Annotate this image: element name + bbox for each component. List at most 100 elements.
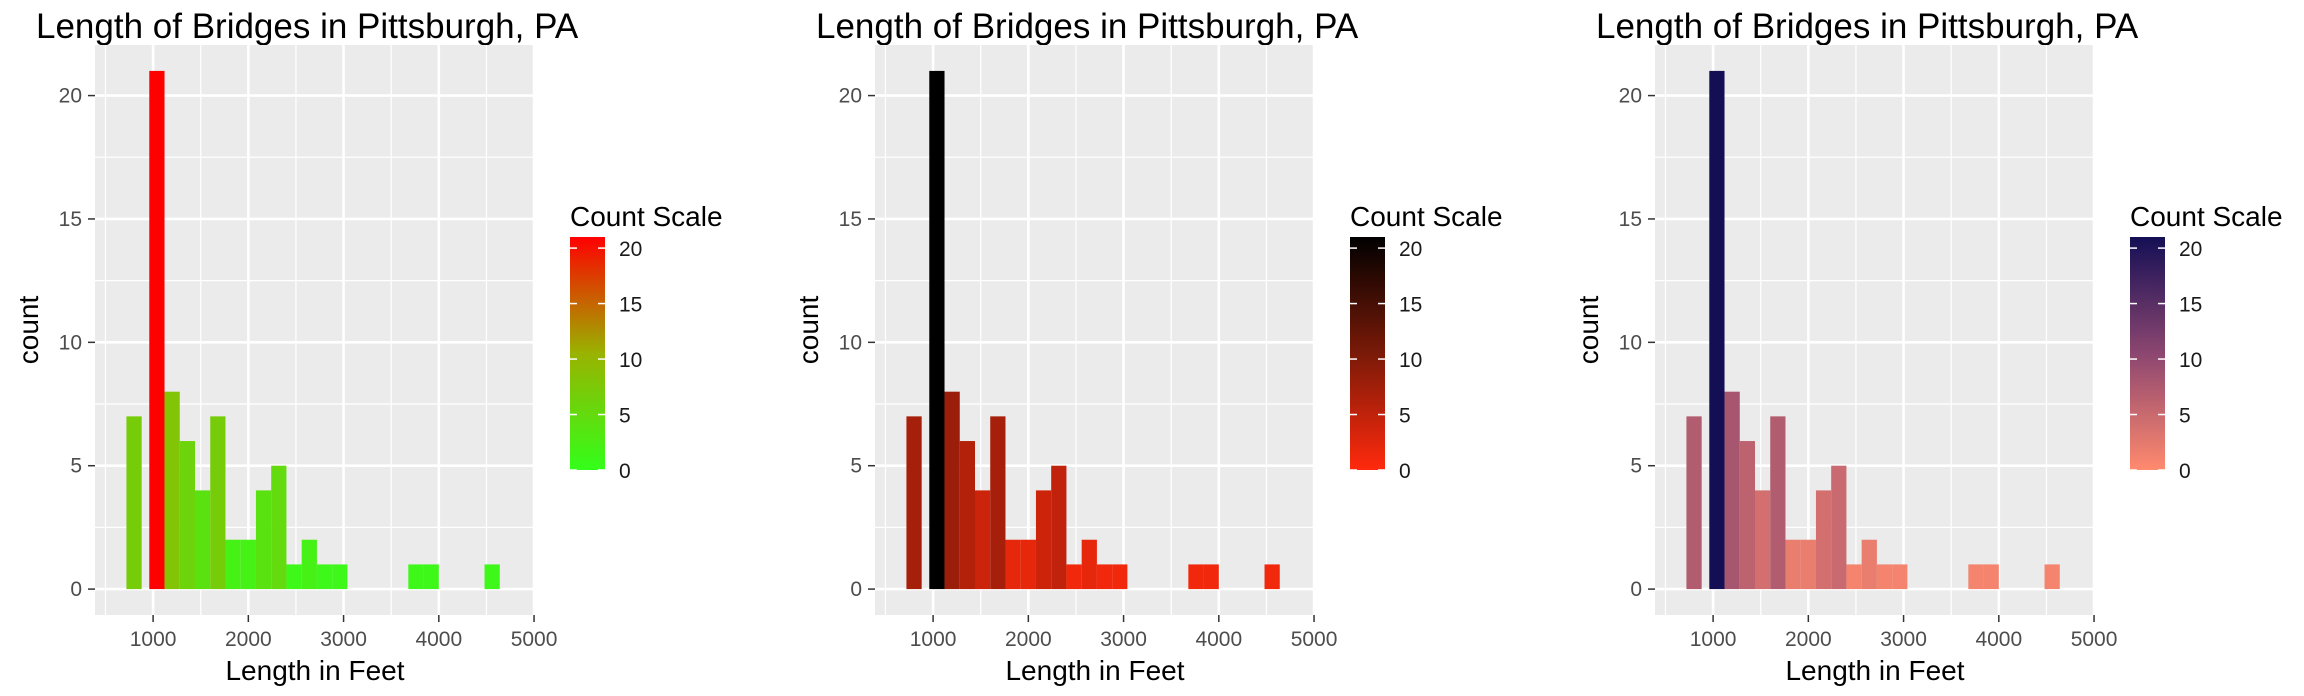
- histogram-bar: [316, 564, 333, 590]
- x-tick-label: 5000: [511, 628, 558, 651]
- histogram-bar: [423, 564, 439, 590]
- histogram-bar: [1081, 539, 1097, 590]
- histogram-bar: [1203, 564, 1219, 590]
- legend-label: 20: [619, 238, 642, 261]
- grid-lines: [875, 45, 1316, 615]
- histogram-bar: [944, 391, 960, 590]
- x-axis-title: Length in Feet: [1005, 655, 1184, 686]
- y-tick-label: 20: [839, 85, 862, 108]
- legend-label: 20: [2179, 238, 2202, 261]
- legend: Count Scale 0 5 10 15 20: [570, 201, 723, 483]
- histogram-bar: [286, 564, 302, 590]
- histogram-bars: [126, 70, 500, 590]
- histogram-bars: [906, 70, 1280, 590]
- histogram-bar: [959, 441, 975, 590]
- y-tick-label: 20: [1619, 85, 1642, 108]
- legend-label: 10: [619, 349, 642, 372]
- x-tick-label: 5000: [2071, 628, 2118, 651]
- chart-title: Length of Bridges in Pittsburgh, PA: [1596, 7, 2139, 46]
- legend-label: 10: [1399, 349, 1422, 372]
- histogram-bar: [225, 539, 241, 590]
- axes: 1000 2000 3000 4000 5000 0 5 10 15 20: [1619, 85, 2118, 651]
- histogram-bar: [271, 465, 287, 590]
- histogram-bar: [484, 564, 500, 590]
- histogram-bar: [1785, 539, 1801, 590]
- chart-panel-2: Length of Bridges in Pittsburgh, PA 10 0 0 2…: [793, 7, 1503, 686]
- histogram-bar: [1686, 416, 1702, 590]
- histogram-bar: [975, 490, 991, 590]
- histogram-bar: [1066, 564, 1082, 590]
- x-tick-label: 5000: [1291, 628, 1338, 651]
- histogram-bar: [1983, 564, 1999, 590]
- legend-label: 0: [1399, 460, 1411, 483]
- histogram-bar: [2044, 564, 2060, 590]
- y-tick-label: 5: [70, 455, 82, 478]
- y-tick-label: 15: [59, 208, 82, 231]
- y-tick-label: 15: [1619, 208, 1642, 231]
- y-tick-label: 0: [850, 578, 862, 601]
- histogram-bar: [301, 539, 317, 590]
- legend-label: 20: [1399, 238, 1422, 261]
- y-tick-label: 10: [1619, 331, 1642, 354]
- x-tick-label: 3000: [1880, 628, 1927, 651]
- y-tick-label: 15: [839, 208, 862, 231]
- x-tick-label: 3000: [1100, 628, 1147, 651]
- chart-title: Length of Bridges in Pittsburgh, PA: [36, 7, 579, 46]
- x-tick-label: 4000: [1975, 628, 2022, 651]
- chart-panel-3: Length of Bridges in Pittsburgh, PA 10 0 0 2…: [1573, 7, 2283, 686]
- legend: Count Scale 0 5 10 15 20: [1350, 201, 1503, 483]
- histogram-bar: [1770, 416, 1786, 590]
- x-tick-label: 4000: [1195, 628, 1242, 651]
- legend-title: Count Scale: [2130, 201, 2283, 232]
- legend-label: 0: [2179, 460, 2191, 483]
- y-axis-title: count: [1573, 296, 1604, 365]
- histogram-bars: [1686, 70, 2060, 590]
- histogram-bar: [1005, 539, 1021, 590]
- histogram-bar: [255, 490, 272, 590]
- histogram-bar: [149, 70, 165, 590]
- legend-label: 15: [1399, 294, 1422, 317]
- histogram-bar: [1755, 490, 1771, 590]
- histogram-bar: [179, 441, 195, 590]
- x-tick-label: 2000: [225, 628, 272, 651]
- histogram-bar: [1846, 564, 1862, 590]
- legend-label: 5: [619, 405, 631, 428]
- histogram-bar: [1264, 564, 1280, 590]
- histogram-bar: [240, 539, 256, 590]
- axes: 1000 2000 3000 4000 5000 0 5 10 15 20: [839, 85, 1338, 651]
- histogram-bar: [1861, 539, 1877, 590]
- histogram-bar: [929, 70, 945, 590]
- y-tick-label: 0: [1630, 578, 1642, 601]
- legend-title: Count Scale: [570, 201, 723, 232]
- x-axis-title: Length in Feet: [225, 655, 404, 686]
- histogram-bar: [1800, 539, 1816, 590]
- histogram-bar: [1188, 564, 1204, 590]
- histogram-bar: [1815, 490, 1832, 590]
- histogram-bar: [164, 391, 180, 590]
- y-tick-label: 10: [839, 331, 862, 354]
- legend-color-bar: [1350, 237, 1385, 470]
- x-tick-label: 2000: [1785, 628, 1832, 651]
- y-axis-title: count: [13, 296, 44, 365]
- legend-color-bar: [570, 237, 605, 470]
- legend-label: 10: [2179, 349, 2202, 372]
- legend-label: 5: [1399, 405, 1411, 428]
- y-tick-label: 20: [59, 85, 82, 108]
- histogram-bar: [1096, 564, 1113, 590]
- legend-title: Count Scale: [1350, 201, 1503, 232]
- histogram-bar: [1035, 490, 1052, 590]
- legend-label: 0: [619, 460, 631, 483]
- axes: 1000 2000 3000 4000 5000 0 5 10 15 20: [59, 85, 558, 651]
- histogram-bar: [1831, 465, 1847, 590]
- x-tick-label: 4000: [415, 628, 462, 651]
- chart-title: Length of Bridges in Pittsburgh, PA: [816, 7, 1359, 46]
- histogram-bar: [990, 416, 1006, 590]
- legend-label: 15: [619, 294, 642, 317]
- histogram-bar: [1892, 564, 1908, 590]
- histogram-bar: [408, 564, 424, 590]
- x-tick-label: 2000: [1005, 628, 1052, 651]
- y-tick-label: 10: [59, 331, 82, 354]
- y-tick-label: 5: [850, 455, 862, 478]
- histogram-bar: [1876, 564, 1893, 590]
